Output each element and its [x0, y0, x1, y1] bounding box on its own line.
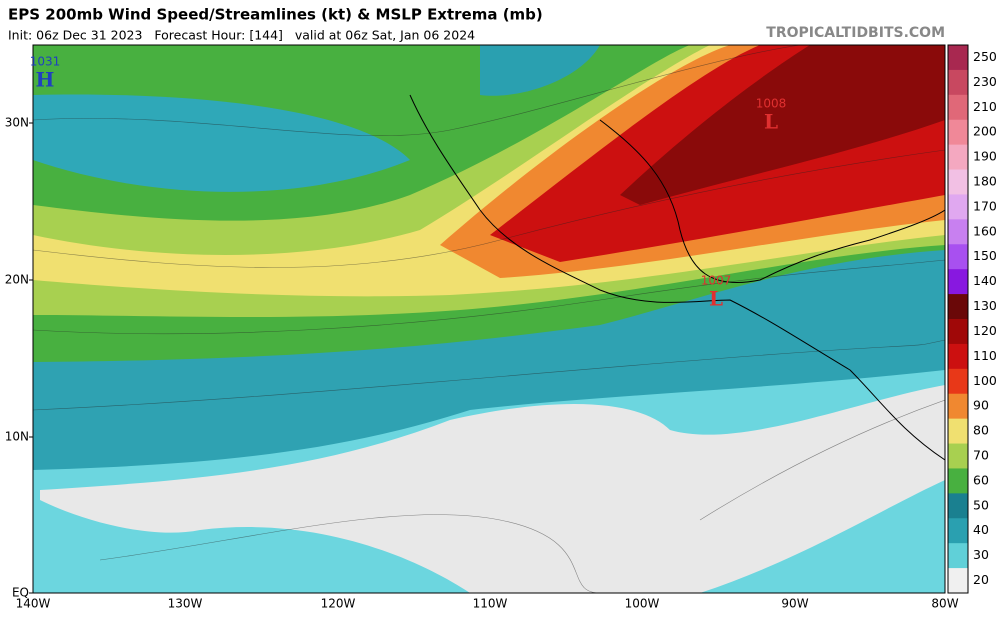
colorbar-label: 140	[973, 273, 997, 288]
colorbar-label: 150	[973, 248, 997, 263]
colorbar-segment	[948, 144, 968, 171]
streamlines	[33, 45, 945, 593]
lon-label: 90W	[781, 597, 808, 611]
colorbar-segment	[948, 568, 968, 594]
colorbar-segment	[948, 319, 968, 345]
lon-label: 110W	[473, 597, 508, 611]
colorbar-segment	[948, 194, 968, 220]
subtitle: Init: 06z Dec 31 2023 Forecast Hour: [14…	[8, 28, 475, 43]
colorbar-label: 70	[973, 448, 989, 463]
lat-label: 10N	[5, 430, 29, 444]
lat-label: EQ	[12, 586, 29, 600]
lon-label: 100W	[625, 597, 660, 611]
lat-label: 30N	[5, 116, 29, 130]
field-darkred	[620, 45, 945, 205]
colorbar-segment	[948, 443, 968, 469]
colorbar-segment	[948, 468, 968, 494]
colorbar-label: 110	[973, 348, 997, 363]
field-calm	[40, 385, 945, 593]
colorbar-label: 50	[973, 497, 989, 512]
colorbar-segment	[948, 244, 968, 270]
colorbar-label: 20	[973, 572, 989, 587]
colorbar-segment	[948, 219, 968, 245]
title: EPS 200mb Wind Speed/Streamlines (kt) & …	[8, 6, 543, 24]
colorbar-segment	[948, 294, 968, 320]
colorbar-label: 60	[973, 472, 989, 487]
colorbar-segment	[948, 493, 968, 519]
colorbar-label: 130	[973, 298, 997, 313]
colorbar-label: 100	[973, 373, 997, 388]
coastlines	[409, 94, 945, 461]
lon-label: 140W	[16, 597, 51, 611]
colorbar-label: 120	[973, 323, 997, 338]
colorbar-segment	[948, 543, 968, 569]
colorbar-label: 250	[973, 49, 997, 64]
pressure-value: 1031	[30, 55, 61, 69]
site-credit: TROPICALTIDBITS.COM	[766, 25, 945, 41]
lon-label: 130W	[168, 597, 203, 611]
colorbar-segment	[948, 169, 968, 195]
colorbar-segment	[948, 69, 968, 96]
field-teal-top	[480, 45, 600, 96]
colorbar-segment	[948, 368, 968, 395]
lon-label: 120W	[321, 597, 356, 611]
colorbar-label: 230	[973, 74, 997, 89]
colorbar-label: 170	[973, 198, 997, 213]
pressure-symbol: L	[764, 110, 778, 134]
colorbar-label: 30	[973, 547, 989, 562]
pressure-value: 1007	[701, 274, 732, 288]
colorbar-segment	[948, 393, 968, 420]
colorbar-frame	[947, 44, 969, 594]
colorbar-segment	[948, 94, 968, 121]
lon-label: 80W	[931, 597, 958, 611]
colorbar-label: 200	[973, 124, 997, 139]
lat-label: 20N	[5, 273, 29, 287]
colorbar-segment	[948, 119, 968, 146]
pressure-symbol: L	[709, 287, 723, 311]
map-frame	[32, 44, 946, 594]
colorbar-label: 40	[973, 522, 989, 537]
pressure-value: 1008	[756, 97, 787, 111]
colorbar-segment	[948, 518, 968, 544]
colorbar-label: 210	[973, 99, 997, 114]
colorbar-label: 180	[973, 174, 997, 189]
colorbar-segment	[948, 45, 968, 71]
colorbar-segment	[948, 343, 968, 370]
colorbar-label: 160	[973, 223, 997, 238]
colorbar-label: 80	[973, 423, 989, 438]
colorbar-label: 190	[973, 149, 997, 164]
map-field	[33, 45, 945, 593]
colorbar-segment	[948, 418, 968, 445]
colorbar-segment	[948, 269, 968, 295]
pressure-symbol: H	[36, 68, 55, 92]
colorbar-label: 90	[973, 398, 989, 413]
